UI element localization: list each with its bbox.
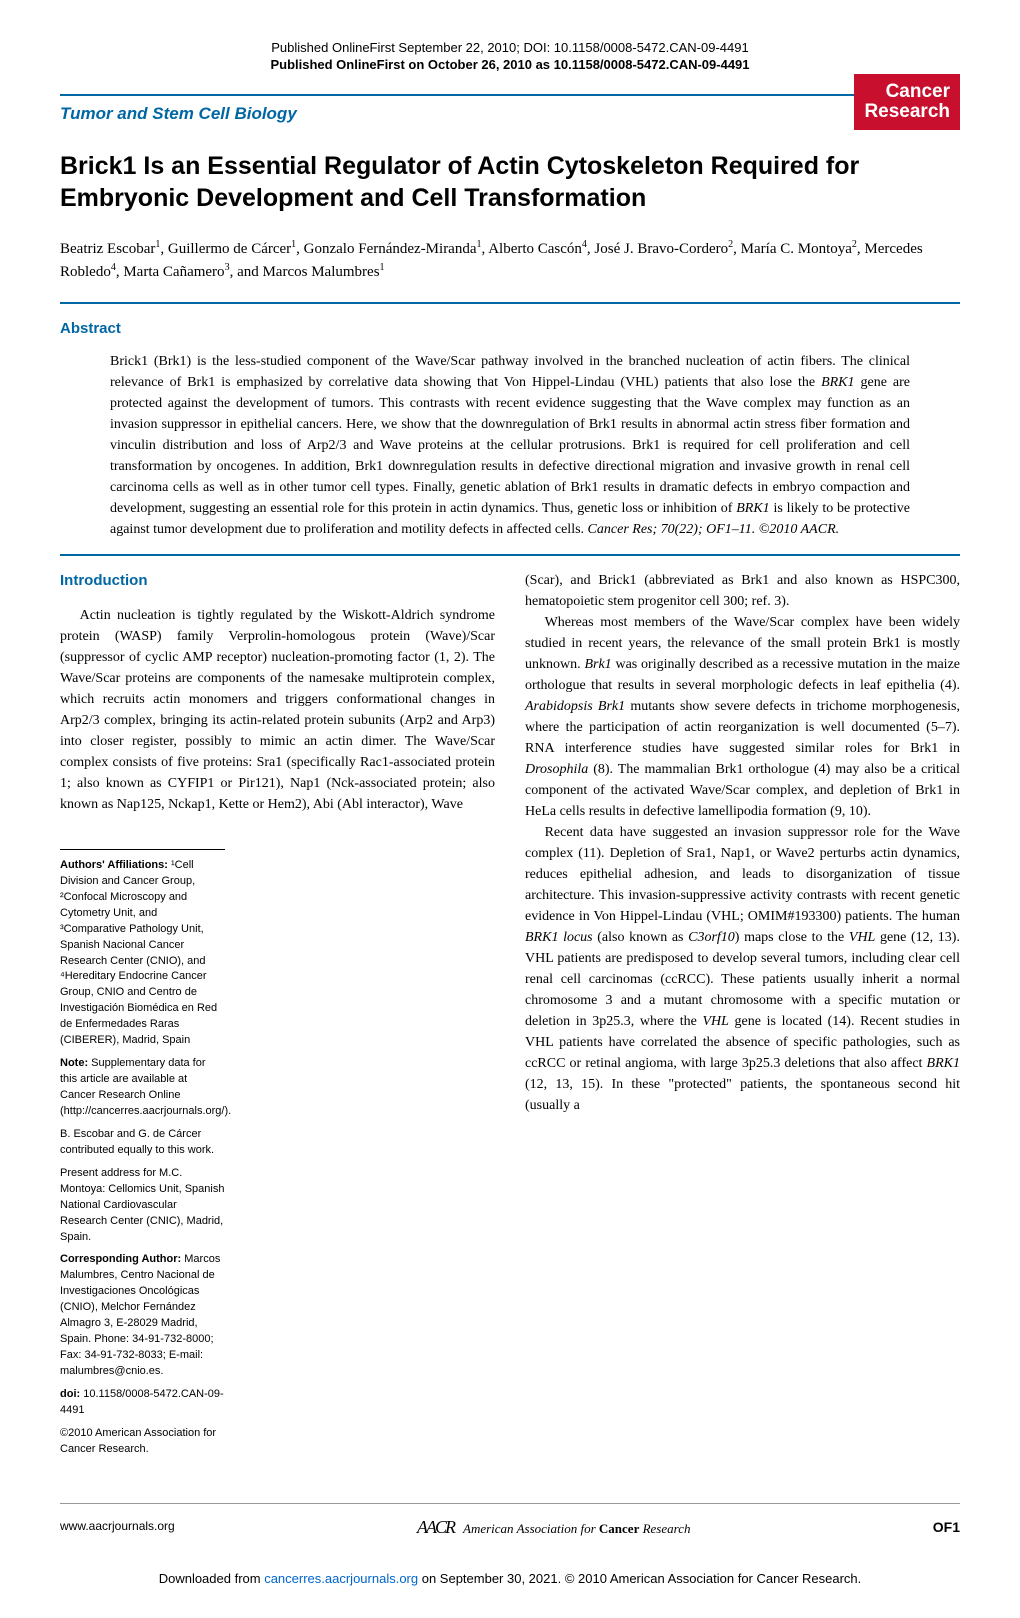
copyright: ©2010 American Association for Cancer Re… — [60, 1426, 225, 1458]
article-title: Brick1 Is an Essential Regulator of Acti… — [60, 150, 960, 215]
corresponding-label: Corresponding Author: — [60, 1253, 181, 1265]
corresponding-author: Corresponding Author: Marcos Malumbres, … — [60, 1252, 225, 1380]
section-name: Tumor and Stem Cell Biology — [60, 102, 297, 127]
divider — [60, 554, 960, 556]
affiliations-text: ¹Cell Division and Cancer Group, ²Confoc… — [60, 859, 217, 1046]
paragraph: Recent data have suggested an invasion s… — [525, 822, 960, 1116]
corresponding-text: Marcos Malumbres, Centro Nacional de Inv… — [60, 1253, 220, 1377]
doi-text: 10.1158/0008-5472.CAN-09-4491 — [60, 1388, 224, 1416]
left-column: Introduction Actin nucleation is tightly… — [60, 570, 495, 1464]
equal-contribution: B. Escobar and G. de Cárcer contributed … — [60, 1127, 225, 1159]
doi-label: doi: — [60, 1388, 80, 1400]
paragraph: (Scar), and Brick1 (abbreviated as Brk1 … — [525, 570, 960, 612]
abstract-body: Brick1 (Brk1) is the less-studied compon… — [60, 351, 960, 540]
right-paragraphs: (Scar), and Brick1 (abbreviated as Brk1 … — [525, 570, 960, 1116]
abstract-heading: Abstract — [60, 318, 960, 340]
page-footer: www.aacrjournals.org AACR American Assoc… — [60, 1503, 960, 1540]
page-number: OF1 — [933, 1517, 960, 1537]
doi: doi: 10.1158/0008-5472.CAN-09-4491 — [60, 1387, 225, 1419]
download-suffix: on September 30, 2021. © 2010 American A… — [418, 1571, 861, 1586]
author-list: Beatriz Escobar1, Guillermo de Cárcer1, … — [60, 237, 960, 284]
footer-url: www.aacrjournals.org — [60, 1518, 175, 1535]
present-address: Present address for M.C. Montoya: Cellom… — [60, 1166, 225, 1246]
download-note: Downloaded from cancerres.aacrjournals.o… — [60, 1570, 960, 1588]
footnotes-block: Authors' Affiliations: ¹Cell Division an… — [60, 849, 225, 1458]
note-label: Note: — [60, 1057, 88, 1069]
two-column-body: Introduction Actin nucleation is tightly… — [60, 570, 960, 1464]
pub-line1: Published OnlineFirst September 22, 2010… — [60, 40, 960, 57]
journal-logo: Cancer Research — [854, 74, 960, 130]
paragraph: Actin nucleation is tightly regulated by… — [60, 605, 495, 815]
left-paragraphs: Actin nucleation is tightly regulated by… — [60, 605, 495, 815]
supplementary-note: Note: Supplementary data for this articl… — [60, 1056, 225, 1120]
download-prefix: Downloaded from — [159, 1571, 265, 1586]
introduction-heading: Introduction — [60, 570, 495, 593]
footer-center: AACR American Association for Cancer Res… — [417, 1514, 690, 1540]
pub-line2: Published OnlineFirst on October 26, 201… — [60, 57, 960, 74]
right-column: (Scar), and Brick1 (abbreviated as Brk1 … — [525, 570, 960, 1464]
publication-header: Published OnlineFirst September 22, 2010… — [60, 40, 960, 74]
paragraph: Whereas most members of the Wave/Scar co… — [525, 612, 960, 822]
section-bar: Tumor and Stem Cell Biology Cancer Resea… — [60, 94, 960, 130]
affiliations-label: Authors' Affiliations: — [60, 859, 168, 871]
journal-logo-top: Cancer — [864, 82, 950, 102]
download-link[interactable]: cancerres.aacrjournals.org — [264, 1571, 418, 1586]
affiliations: Authors' Affiliations: ¹Cell Division an… — [60, 858, 225, 1049]
journal-logo-bottom: Research — [864, 102, 950, 122]
divider — [60, 302, 960, 304]
